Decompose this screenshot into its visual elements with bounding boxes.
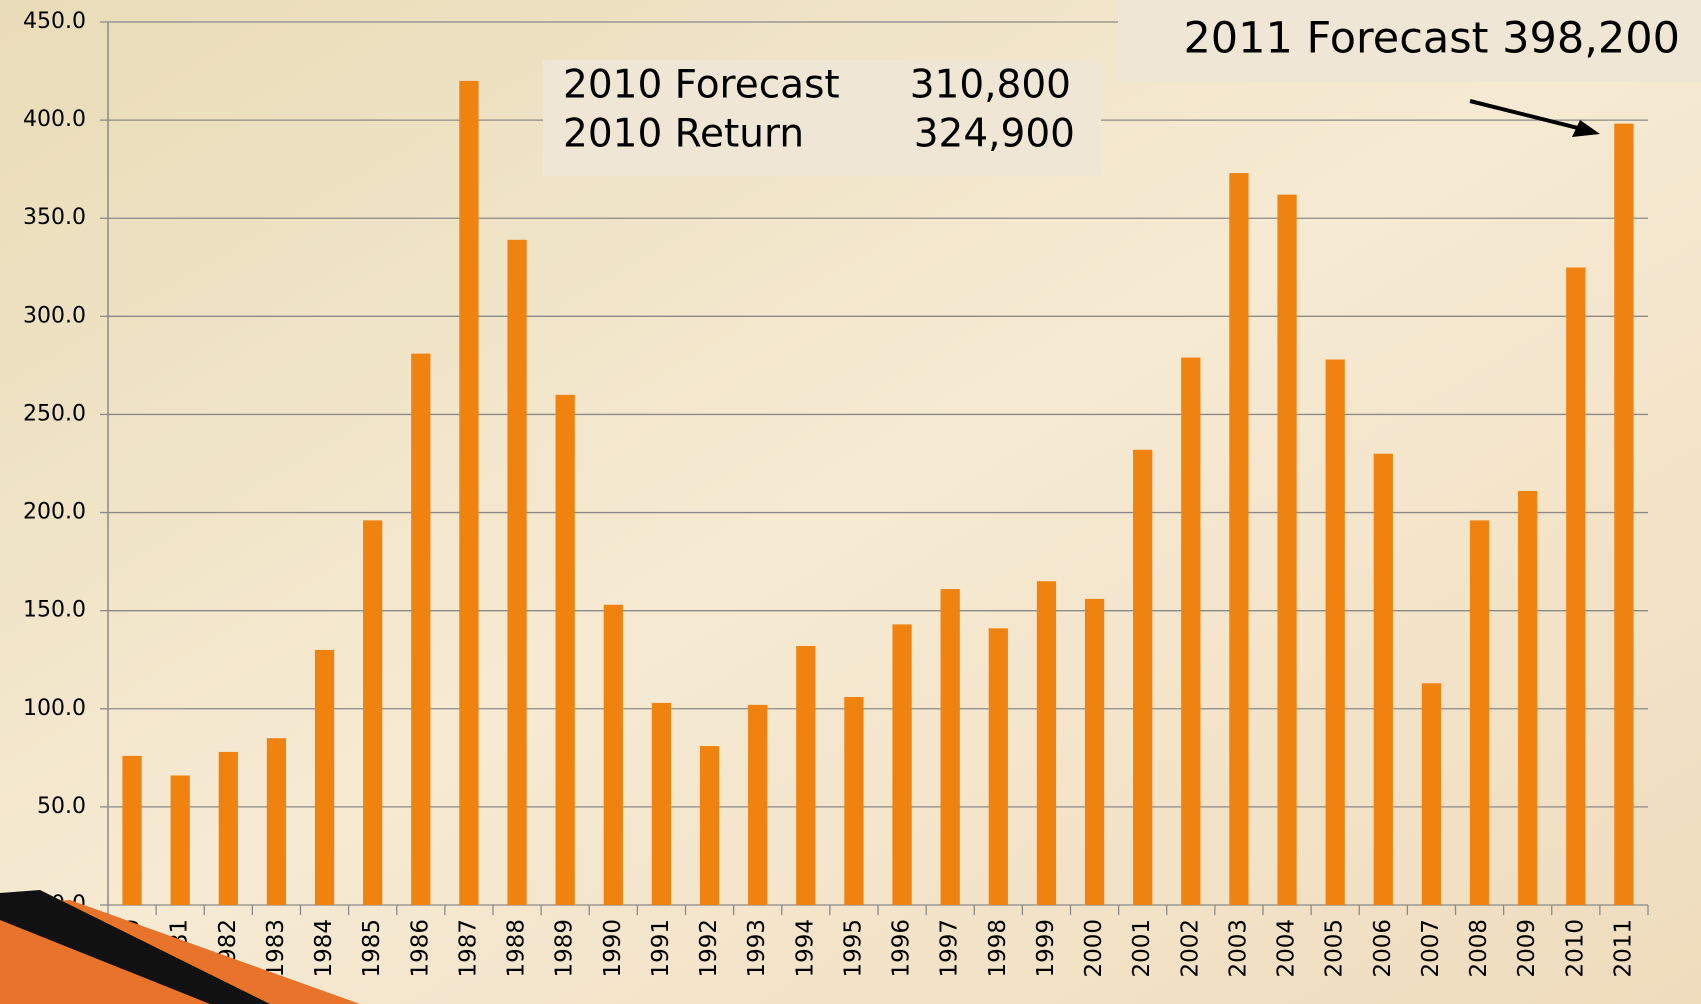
bar [266, 738, 287, 905]
annotation-value: 310,800 [910, 63, 1071, 108]
y-tick-label: 450.0 [23, 9, 86, 34]
annotation-value: 324,900 [914, 112, 1075, 157]
x-tick-label: 1999 [1033, 919, 1059, 978]
x-tick-label: 2011 [1610, 919, 1636, 978]
x-tick-label: 2007 [1418, 919, 1444, 978]
x-tick-label: 2003 [1225, 919, 1251, 978]
bar [1229, 173, 1249, 905]
annotation-text: 2010 Forecast [563, 63, 840, 108]
y-tick-label: 350.0 [23, 205, 86, 230]
x-tick-label: 2008 [1466, 919, 1492, 978]
x-tick-label: 1984 [311, 919, 337, 978]
x-tick-label: 1995 [840, 919, 866, 978]
bar [1373, 453, 1393, 905]
bar [988, 628, 1008, 905]
annotation-box [1118, 0, 1701, 82]
x-tick-label: 2009 [1514, 919, 1540, 978]
x-tick-label: 2010 [1562, 919, 1588, 978]
bar [651, 702, 672, 905]
annotation-text: 2011 Forecast 398,200 [1183, 14, 1680, 64]
bar [1036, 581, 1057, 905]
bar [844, 697, 864, 905]
bar [122, 755, 142, 905]
annotation-box [543, 60, 1101, 176]
bar [699, 746, 720, 905]
x-tick-label: 2005 [1322, 919, 1348, 978]
bar [1518, 490, 1538, 905]
y-tick-label: 50.0 [37, 794, 86, 819]
bar [1277, 194, 1297, 906]
x-tick-label: 1986 [407, 919, 433, 978]
decor-arrow [0, 890, 270, 1004]
bar [892, 624, 912, 905]
bar [1566, 267, 1586, 905]
bar [555, 394, 575, 905]
bar [1421, 683, 1442, 905]
bar [1084, 598, 1105, 905]
bar [603, 604, 623, 905]
y-tick-label: 200.0 [23, 500, 86, 525]
x-tick-label: 1994 [792, 919, 818, 978]
y-tick-label: 400.0 [23, 107, 86, 132]
x-tick-label: 2004 [1274, 919, 1300, 978]
x-tick-label: 2006 [1370, 919, 1396, 978]
x-tick-label: 1993 [744, 919, 770, 978]
bar [1614, 123, 1634, 905]
x-tick-label: 1983 [263, 919, 289, 978]
x-tick-label: 1992 [696, 919, 722, 978]
bar [170, 775, 190, 905]
x-tick-label: 1985 [359, 919, 385, 978]
y-tick-label: 100.0 [23, 696, 86, 721]
bar [411, 353, 431, 905]
x-tick-label: 1998 [985, 919, 1011, 978]
bar [1133, 449, 1153, 905]
x-tick-label: 1991 [648, 919, 674, 978]
y-tick-label: 150.0 [23, 598, 86, 623]
bar [796, 645, 816, 905]
bar [507, 239, 527, 906]
bar [940, 589, 960, 905]
x-tick-label: 2002 [1177, 919, 1203, 978]
x-tick-label: 1997 [937, 919, 963, 978]
plot-area: 0.050.0100.0150.0200.0250.0300.0350.0400… [23, 9, 1649, 978]
x-tick-label: 1996 [889, 919, 915, 978]
bar [1469, 520, 1490, 905]
arrow-head [1572, 120, 1600, 137]
bar [748, 704, 768, 905]
x-tick-label: 1988 [504, 919, 530, 978]
y-tick-label: 300.0 [23, 303, 86, 328]
bar [459, 80, 479, 905]
annotation-arrow [1469, 99, 1591, 133]
x-tick-label: 2000 [1081, 919, 1107, 978]
annotation-text: 2010 Return [563, 112, 804, 157]
y-tick-label: 250.0 [23, 401, 86, 426]
x-tick-label: 1987 [455, 919, 481, 978]
x-tick-label: 1990 [600, 919, 626, 978]
bar [218, 751, 238, 905]
x-tick-label: 1989 [552, 919, 578, 978]
x-tick-label: 2001 [1129, 919, 1155, 978]
bar [1181, 357, 1201, 905]
bar [314, 649, 335, 905]
bar [363, 520, 383, 905]
bar [1325, 359, 1345, 906]
